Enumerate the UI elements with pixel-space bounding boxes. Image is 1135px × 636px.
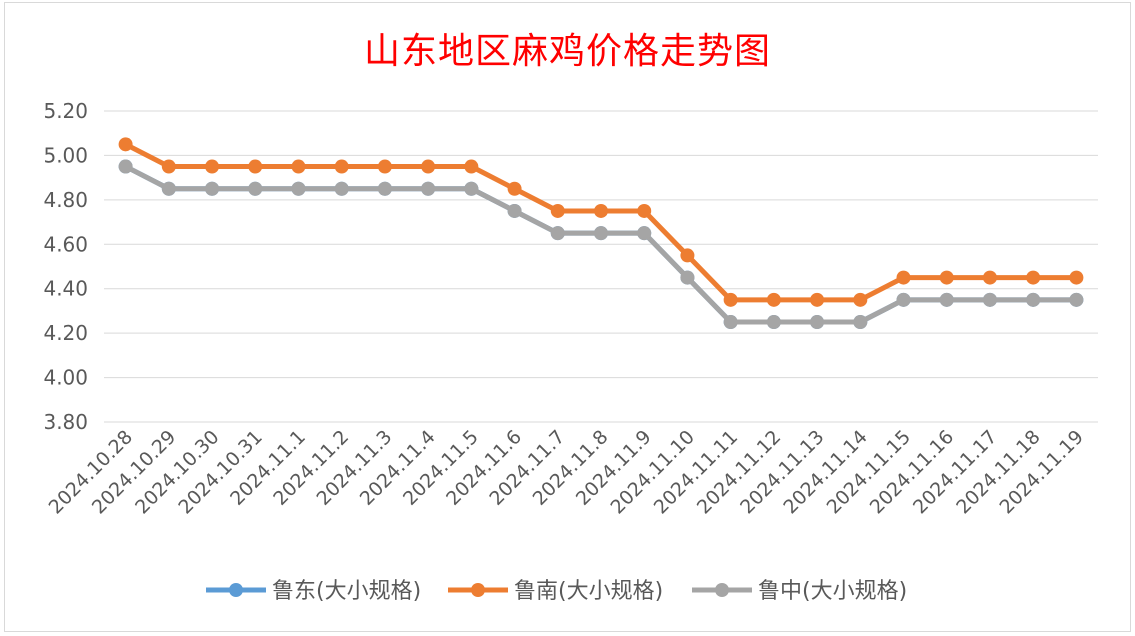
- legend-item-0: 鲁东(大小规格): [206, 579, 421, 604]
- y-tick-label: 5.00: [43, 143, 88, 167]
- data-point: [507, 181, 522, 196]
- data-point: [939, 292, 954, 307]
- chart-frame: [4, 2, 1131, 632]
- series-group: [118, 137, 1084, 330]
- data-point: [810, 315, 825, 330]
- data-point: [291, 159, 306, 174]
- data-point: [680, 248, 695, 263]
- legend-swatch-marker: [229, 583, 243, 597]
- data-point: [896, 292, 911, 307]
- data-point: [982, 292, 997, 307]
- data-point: [637, 203, 652, 218]
- y-tick-label: 3.80: [43, 410, 88, 434]
- data-point: [118, 137, 133, 152]
- legend-item-1: 鲁南(大小规格): [448, 579, 663, 604]
- grid-lines: [104, 110, 1098, 423]
- data-point: [982, 270, 997, 285]
- y-tick-label: 4.20: [43, 321, 88, 345]
- data-point: [594, 226, 608, 241]
- y-axis-ticks: 5.20 5.00 4.80 4.60 4.40 4.20 4.00 3.80: [43, 99, 88, 434]
- data-point: [550, 203, 565, 218]
- y-tick-label: 4.40: [43, 277, 88, 301]
- data-point: [205, 181, 220, 196]
- data-point: [766, 292, 781, 307]
- data-point: [637, 226, 652, 241]
- data-point: [853, 292, 868, 307]
- data-point: [766, 315, 781, 330]
- data-point: [377, 159, 392, 174]
- data-point: [248, 159, 263, 174]
- y-tick-label: 4.60: [43, 232, 88, 256]
- legend-swatch-marker: [715, 583, 729, 597]
- data-point: [1026, 292, 1041, 307]
- data-point: [550, 226, 565, 241]
- data-point: [896, 270, 911, 285]
- data-point: [853, 315, 868, 330]
- legend-swatch-marker: [471, 583, 485, 597]
- y-tick-label: 4.00: [43, 366, 88, 390]
- data-point: [334, 181, 349, 196]
- data-point: [291, 181, 306, 196]
- y-tick-label: 5.20: [43, 99, 88, 123]
- data-point: [205, 159, 220, 174]
- data-point: [421, 159, 436, 174]
- legend: 鲁东(大小规格) 鲁南(大小规格) 鲁中(大小规格): [206, 579, 907, 604]
- data-point: [161, 159, 176, 174]
- data-point: [1069, 270, 1084, 285]
- legend-item-2: 鲁中(大小规格): [692, 579, 907, 604]
- data-point: [248, 181, 263, 196]
- data-point: [594, 203, 608, 218]
- data-point: [1026, 270, 1041, 285]
- data-point: [421, 181, 436, 196]
- data-point: [1069, 292, 1084, 307]
- data-point: [507, 203, 522, 218]
- data-point: [680, 270, 695, 285]
- data-point: [464, 159, 479, 174]
- series-2: [118, 159, 1084, 330]
- legend-label: 鲁中(大小规格): [758, 579, 907, 604]
- legend-label: 鲁东(大小规格): [272, 579, 421, 604]
- series-1: [118, 137, 1084, 307]
- data-point: [939, 270, 954, 285]
- data-point: [464, 181, 479, 196]
- data-point: [118, 159, 133, 174]
- y-tick-label: 4.80: [43, 188, 88, 212]
- x-axis-ticks: 2024.10.282024.10.292024.10.302024.10.31…: [45, 426, 1088, 518]
- data-point: [723, 292, 738, 307]
- data-point: [810, 292, 825, 307]
- data-point: [334, 159, 349, 174]
- legend-label: 鲁南(大小规格): [514, 579, 663, 604]
- data-point: [377, 181, 392, 196]
- chart-title: 山东地区麻鸡价格走势图: [363, 31, 771, 72]
- data-point: [161, 181, 176, 196]
- data-point: [723, 315, 738, 330]
- series-line: [124, 142, 1077, 303]
